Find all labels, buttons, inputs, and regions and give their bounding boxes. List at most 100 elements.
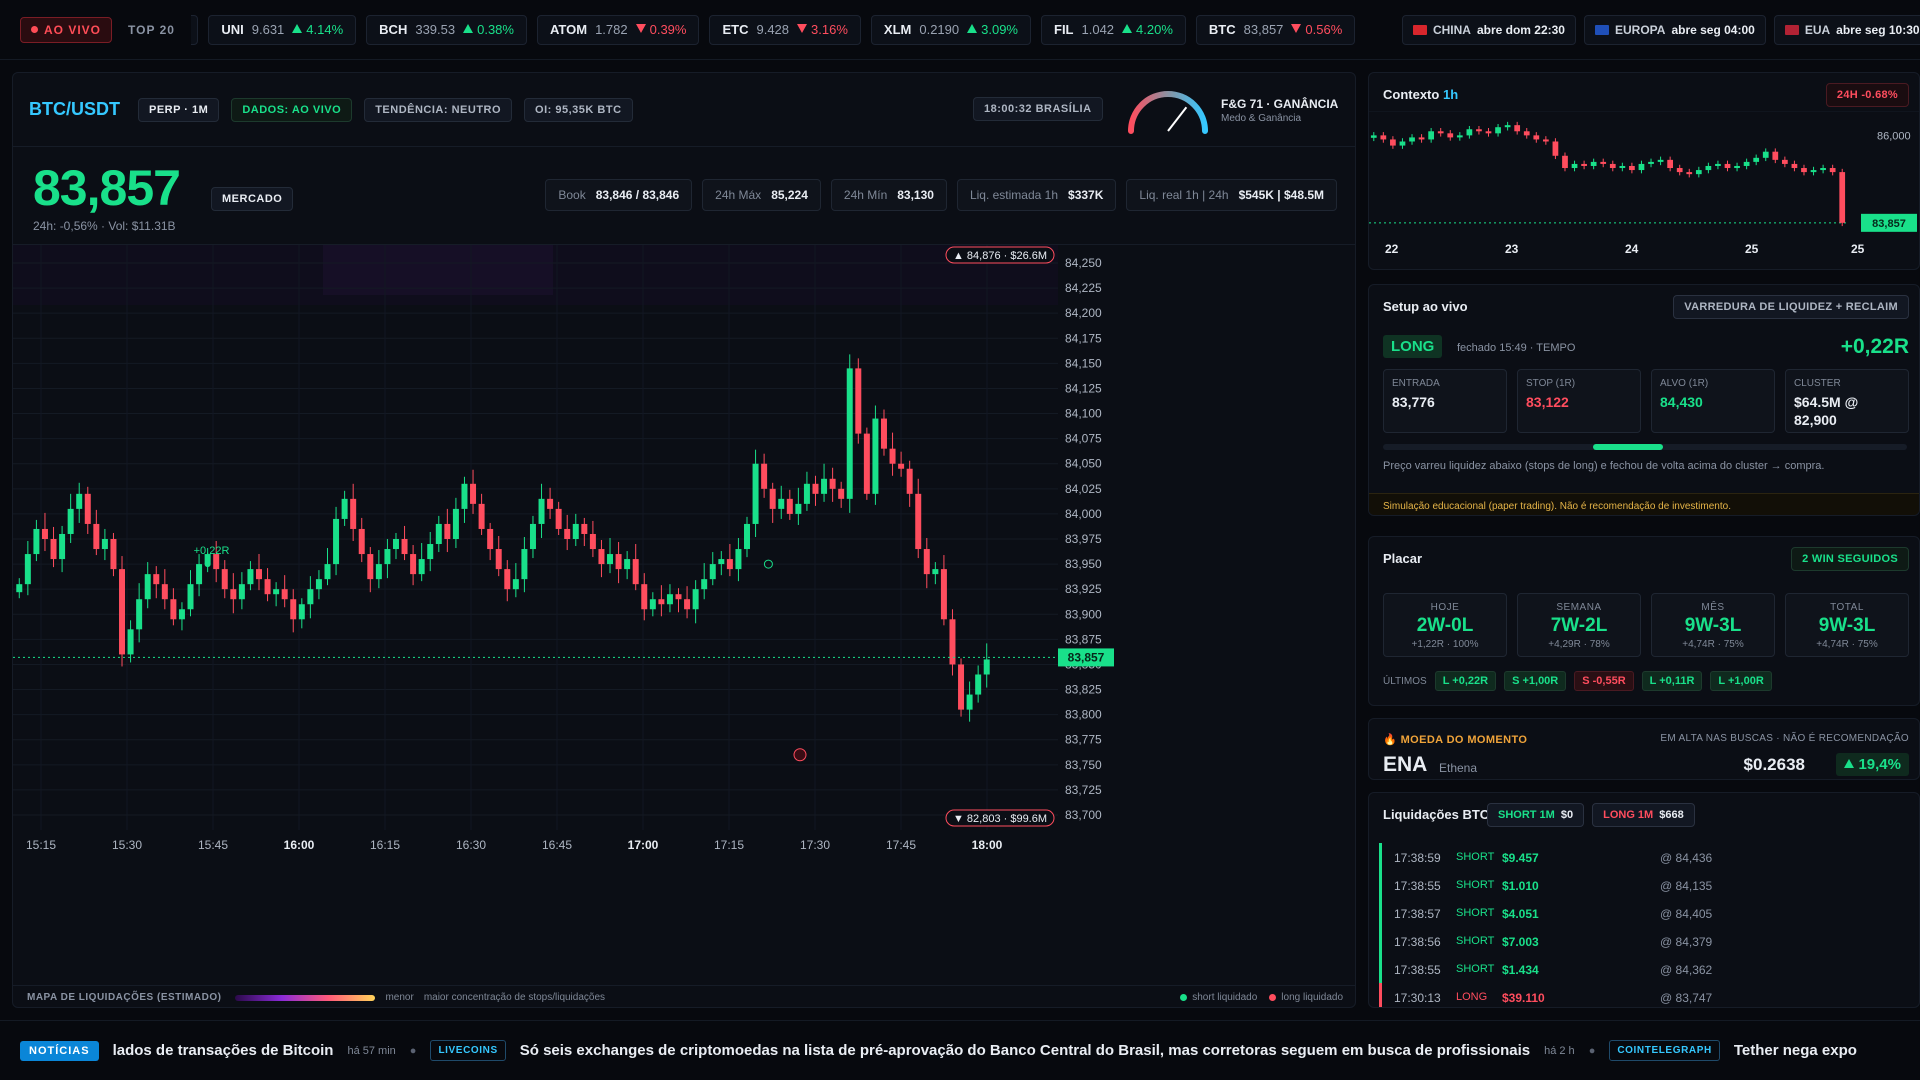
candle[interactable] [769, 488, 776, 509]
candle[interactable] [401, 539, 408, 555]
news-source[interactable]: LIVECOINS [430, 1040, 506, 1061]
candlestick-chart[interactable]: 84,250 84,225 84,200 84,175 84,150 84,125 84,1… [13, 245, 1356, 965]
candle[interactable] [495, 549, 502, 570]
candle[interactable] [555, 508, 562, 529]
candle[interactable] [170, 599, 177, 620]
candle[interactable] [915, 493, 922, 550]
liquidation-row[interactable]: 17:38:56 SHORT $7.003 @ 84,379 [1379, 927, 1911, 955]
candle[interactable] [718, 559, 725, 565]
candle[interactable] [958, 664, 965, 710]
candle[interactable] [632, 559, 639, 585]
candle[interactable] [598, 549, 605, 565]
liquidation-row[interactable]: 17:38:55 SHORT $1.434 @ 84,362 [1379, 955, 1911, 983]
ticker-item[interactable]: BTC 83,857 0.56% [1195, 14, 1356, 45]
candle[interactable] [67, 508, 74, 534]
news-headline[interactable]: Tether nega expo [1733, 1042, 1857, 1059]
result-tag[interactable]: S -0,55R [1574, 671, 1634, 691]
candle[interactable] [752, 463, 759, 524]
candle[interactable] [940, 569, 947, 620]
candle[interactable] [778, 498, 785, 509]
candle[interactable] [461, 483, 468, 509]
candle[interactable] [290, 599, 297, 620]
candle[interactable] [641, 584, 648, 610]
ticker-item[interactable]: 1.2000.14% [190, 14, 199, 45]
candle[interactable] [101, 539, 108, 550]
candle[interactable] [795, 503, 802, 514]
candle[interactable] [470, 483, 477, 504]
candle[interactable] [119, 569, 126, 655]
candle[interactable] [675, 594, 682, 600]
candle[interactable] [983, 659, 990, 675]
result-tag[interactable]: L +1,00R [1710, 671, 1772, 691]
ticker-item[interactable]: UNI 9.631 4.14% [208, 14, 357, 45]
candle[interactable] [829, 478, 836, 489]
candle[interactable] [701, 579, 708, 590]
liquidation-row[interactable]: 17:38:55 SHORT $1.010 @ 84,135 [1379, 871, 1911, 899]
candle[interactable] [161, 584, 168, 600]
news-headline[interactable]: lados de transações de Bitcoin [112, 1042, 334, 1059]
candle[interactable] [410, 554, 417, 575]
candle[interactable] [178, 609, 185, 620]
candle[interactable] [444, 523, 451, 539]
candle[interactable] [153, 574, 160, 585]
candle[interactable] [880, 418, 887, 449]
candle[interactable] [872, 418, 879, 494]
candle[interactable] [786, 498, 793, 514]
candle[interactable] [144, 574, 151, 600]
candle[interactable] [615, 554, 622, 570]
candle[interactable] [504, 569, 511, 590]
candle[interactable] [204, 554, 211, 565]
candle[interactable] [538, 498, 545, 524]
mode-chip[interactable]: PERP · 1M [138, 97, 220, 122]
trending-coin-card[interactable]: 🔥 MOEDA DO MOMENTO EM ALTA NAS BUSCAS · … [1368, 718, 1920, 780]
candle[interactable] [966, 694, 973, 710]
candle[interactable] [213, 554, 220, 570]
candle[interactable] [93, 523, 100, 550]
entry-marker[interactable] [204, 561, 211, 568]
candle[interactable] [41, 528, 48, 539]
candle[interactable] [572, 523, 579, 539]
candle[interactable] [84, 493, 91, 524]
candle[interactable] [589, 533, 596, 550]
candle[interactable] [392, 539, 399, 550]
candle[interactable] [803, 483, 810, 504]
candle[interactable] [812, 483, 819, 494]
top20-label[interactable]: TOP 20 [128, 22, 175, 37]
candle[interactable] [624, 559, 631, 570]
candle[interactable] [949, 619, 956, 665]
candle[interactable] [221, 569, 228, 590]
candle[interactable] [889, 448, 896, 464]
candle[interactable] [692, 589, 699, 610]
long-liquidation-dot[interactable] [793, 748, 807, 762]
candle[interactable] [273, 589, 280, 595]
ticker-item[interactable]: FIL 1.042 4.20% [1041, 14, 1186, 45]
candle[interactable] [906, 468, 913, 494]
candle[interactable] [923, 549, 930, 575]
candle[interactable] [427, 544, 434, 560]
candle[interactable] [435, 523, 442, 545]
candle[interactable] [512, 579, 519, 590]
result-tag[interactable]: L +0,22R [1434, 671, 1497, 691]
candle[interactable] [452, 508, 459, 539]
candle[interactable] [761, 463, 768, 489]
candle[interactable] [127, 629, 134, 655]
candle[interactable] [863, 433, 870, 494]
candle[interactable] [136, 599, 143, 630]
market-order-chip[interactable]: MERCADO [211, 187, 294, 211]
ticker-item[interactable]: BCH 339.53 0.38% [366, 14, 527, 45]
ticker-item[interactable]: ETC 9.428 3.16% [709, 14, 861, 45]
candle[interactable] [564, 528, 571, 539]
ticker-item[interactable]: ATOM 1.782 0.39% [536, 14, 700, 45]
candle[interactable] [658, 599, 665, 605]
candle[interactable] [367, 554, 374, 580]
candle[interactable] [478, 503, 485, 529]
candle[interactable] [418, 559, 425, 575]
candle[interactable] [264, 579, 271, 595]
candle[interactable] [247, 569, 254, 585]
result-tag[interactable]: S +1,00R [1504, 671, 1567, 691]
signal-marker[interactable] [763, 559, 773, 569]
chart-svg[interactable]: 84,250 84,225 84,200 84,175 84,150 84,125 84,1… [13, 245, 1356, 965]
candle[interactable] [487, 528, 494, 550]
candle[interactable] [196, 564, 203, 585]
candle[interactable] [238, 584, 245, 600]
